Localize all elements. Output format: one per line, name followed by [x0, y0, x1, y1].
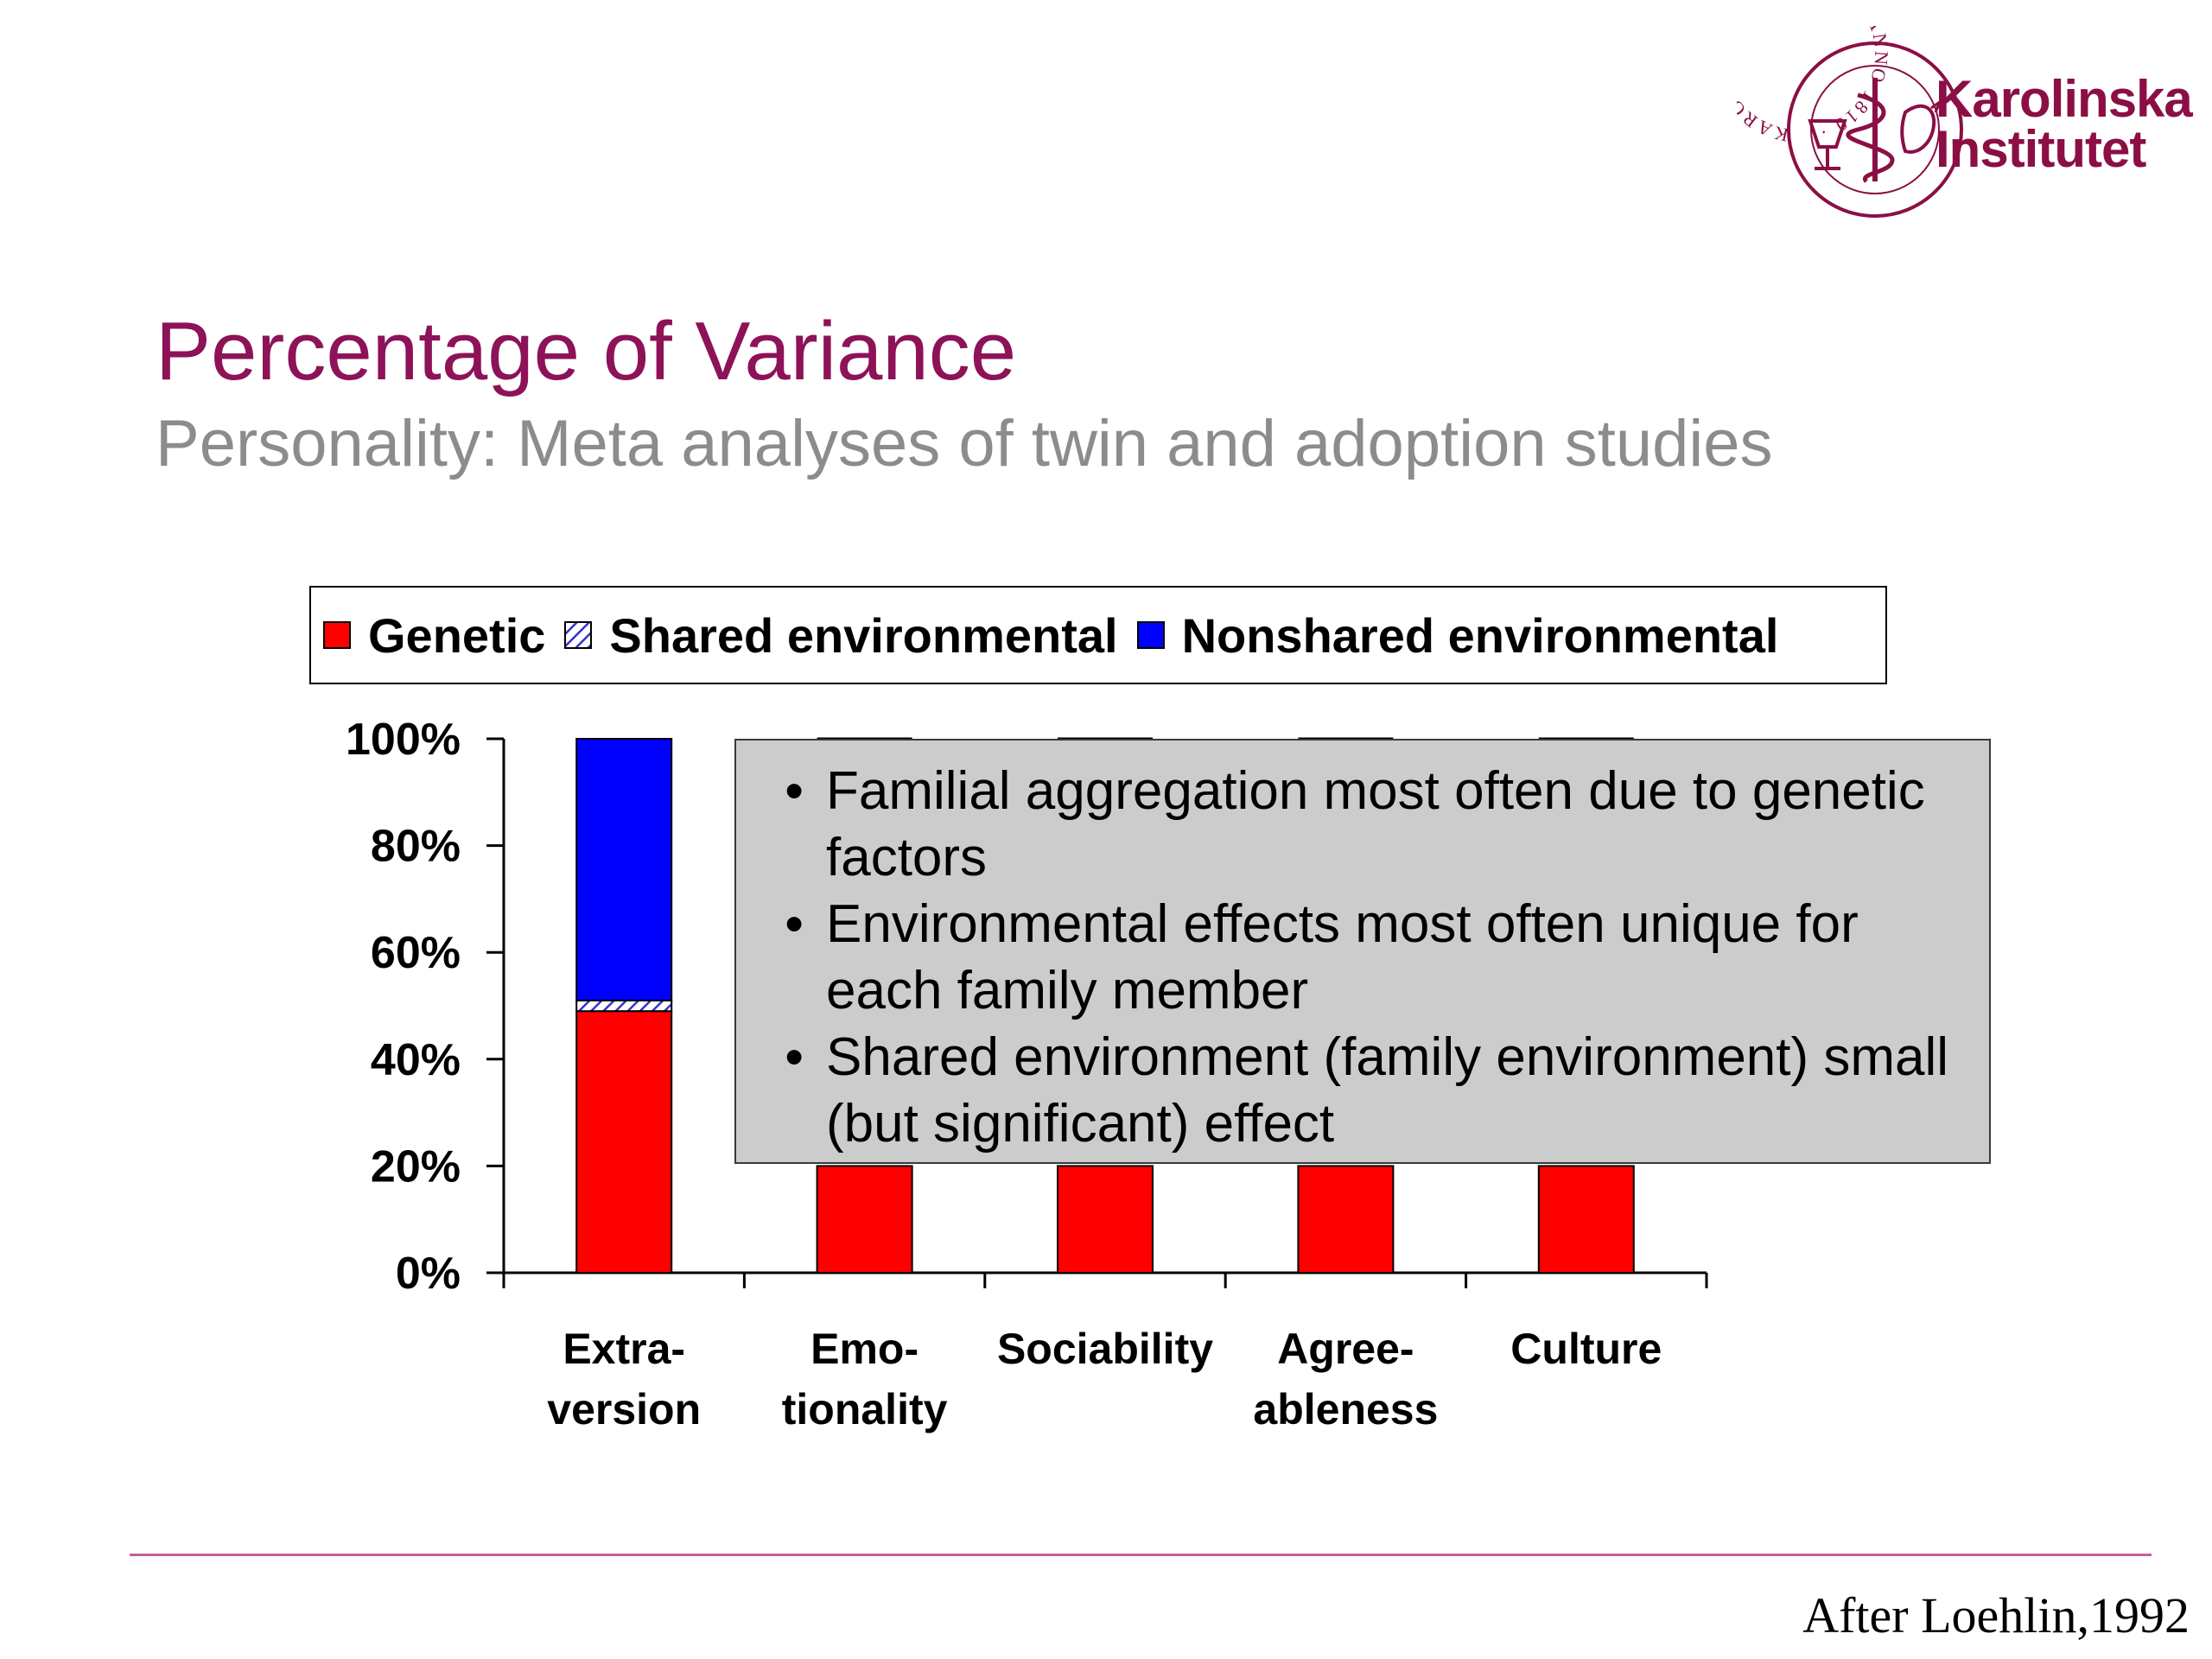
x-category-label: Emo-tionality: [782, 1325, 948, 1433]
footer-divider: [130, 1554, 2152, 1556]
bar-segment-genetic: [816, 1165, 913, 1274]
x-category-label: Extra-version: [547, 1325, 701, 1433]
callout-bullet-text: Shared environment (family environment) …: [826, 1027, 1949, 1154]
bar-segment-nonshared-environmental: [575, 738, 673, 1001]
legend-label-genetic: Genetic: [368, 607, 546, 663]
source-citation: After Loehlin,1992: [1802, 1587, 2190, 1643]
x-category-label-line: Culture: [1510, 1325, 1662, 1373]
x-category-label: Culture: [1510, 1325, 1662, 1373]
callout-bullet: • Familial aggregation most often due to…: [736, 758, 1972, 891]
x-category-label: Sociability: [997, 1325, 1213, 1373]
logo-line-2: Institutet: [1936, 120, 2146, 178]
bar-segment-genetic: [1537, 1165, 1635, 1274]
logo-line-1: Karolinska: [1936, 70, 2193, 128]
y-tick-label: 40%: [371, 1035, 461, 1085]
slide-subtitle: Personality: Meta analyses of twin and a…: [156, 407, 1773, 480]
x-category-label-line: Extra-: [563, 1325, 685, 1373]
x-category-label-line: version: [547, 1385, 701, 1433]
y-tick-label: 80%: [371, 822, 461, 872]
legend-label-shared: Shared environmental: [609, 607, 1118, 663]
y-tick-label: 60%: [371, 928, 461, 978]
legend-swatch-nonshared: [1136, 621, 1165, 649]
callout-bullet: • Environmental effects most often uniqu…: [736, 891, 1972, 1024]
callout-bullet-text: Environmental effects most often unique …: [826, 894, 1859, 1020]
legend-swatch-genetic: [323, 621, 351, 649]
legend-item-genetic: Genetic: [323, 607, 545, 664]
x-category-label-line: Emo-: [810, 1325, 918, 1373]
y-tick-label: 100%: [346, 715, 461, 765]
bullet-mark: •: [785, 1027, 804, 1087]
karolinska-logo: KAROLINSKA INSTITUTET · ANNO 1810 ·: [1737, 26, 1963, 218]
y-tick-label: 20%: [371, 1141, 461, 1192]
legend-label-nonshared: Nonshared environmental: [1181, 607, 1779, 663]
callout-bullet: • Shared environment (family environment…: [736, 1024, 1972, 1157]
legend-item-nonshared: Nonshared environmental: [1136, 607, 1779, 664]
legend-swatch-shared: [564, 621, 593, 649]
bar-segment-shared-environmental: [575, 999, 673, 1013]
y-tick-label: 0%: [396, 1249, 461, 1299]
bullet-mark: •: [785, 761, 804, 821]
bar-segment-genetic: [1297, 1165, 1395, 1274]
bullet-mark: •: [785, 894, 804, 954]
chart-bars: [575, 737, 1635, 1274]
x-category-label-line: Sociability: [997, 1325, 1213, 1373]
legend-item-shared: Shared environmental: [564, 607, 1118, 664]
x-category-label-line: tionality: [782, 1385, 948, 1433]
callout-box: • Familial aggregation most often due to…: [734, 739, 1991, 1164]
chart-labels: 0% 20% 40% 60% 80% 100% Extra-version Emo-tiona…: [346, 715, 1662, 1433]
callout-bullet-text: Familial aggregation most often due to g…: [826, 761, 1925, 887]
bar-segment-genetic: [1057, 1165, 1154, 1274]
slide-title: Percentage of Variance: [156, 305, 1017, 397]
x-category-label: Agree-ableness: [1253, 1325, 1438, 1433]
bar-segment-genetic: [575, 1010, 673, 1274]
logo-wordmark: Karolinska Institutet: [1936, 70, 2193, 178]
x-category-label-line: ableness: [1253, 1385, 1438, 1433]
chart-legend: Genetic Shared environmental Nonshared e…: [309, 586, 1887, 684]
x-category-label-line: Agree-: [1277, 1325, 1414, 1373]
